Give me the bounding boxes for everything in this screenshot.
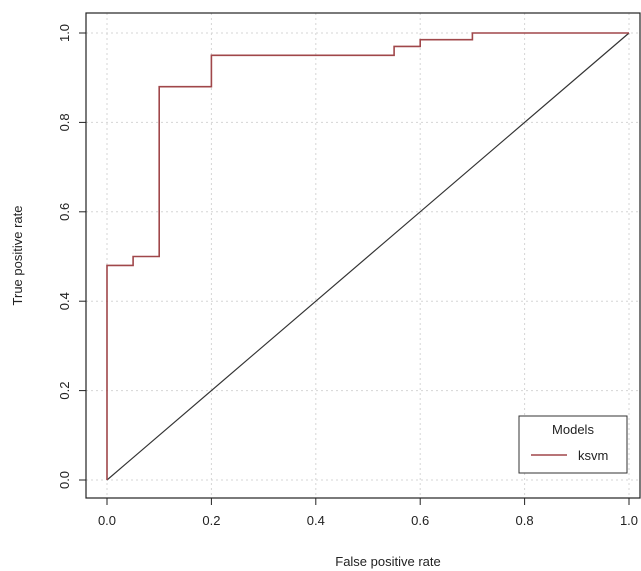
diagonal-line — [106, 32, 630, 481]
x-axis-title: False positive rate — [335, 554, 441, 569]
reference-diagonal — [106, 32, 630, 481]
series-group — [106, 32, 629, 480]
legend-label-ksvm: ksvm — [578, 448, 608, 463]
series-line-ksvm — [106, 32, 629, 480]
y-tick-label: 0.4 — [57, 292, 72, 310]
plot-frame — [85, 12, 641, 499]
grid — [86, 13, 641, 498]
y-axis-title: True positive rate — [10, 206, 25, 306]
legend-title: Models — [552, 422, 594, 437]
legend-box — [518, 415, 628, 474]
x-tick-label: 0.2 — [202, 513, 220, 528]
legend: Models ksvm — [518, 415, 628, 474]
x-tick-label: 1.0 — [620, 513, 638, 528]
x-axis: 0.0 0.2 0.4 0.6 0.8 1.0 — [98, 498, 638, 528]
x-tick-label: 0.8 — [516, 513, 534, 528]
y-axis: 0.0 0.2 0.4 0.6 0.8 1.0 — [57, 24, 86, 489]
y-tick-label: 0.6 — [57, 203, 72, 221]
y-tick-label: 0.0 — [57, 471, 72, 489]
x-tick-label: 0.4 — [307, 513, 325, 528]
y-tick-label: 0.8 — [57, 113, 72, 131]
x-tick-label: 0.6 — [411, 513, 429, 528]
x-tick-label: 0.0 — [98, 513, 116, 528]
y-tick-label: 1.0 — [57, 24, 72, 42]
y-tick-label: 0.2 — [57, 382, 72, 400]
